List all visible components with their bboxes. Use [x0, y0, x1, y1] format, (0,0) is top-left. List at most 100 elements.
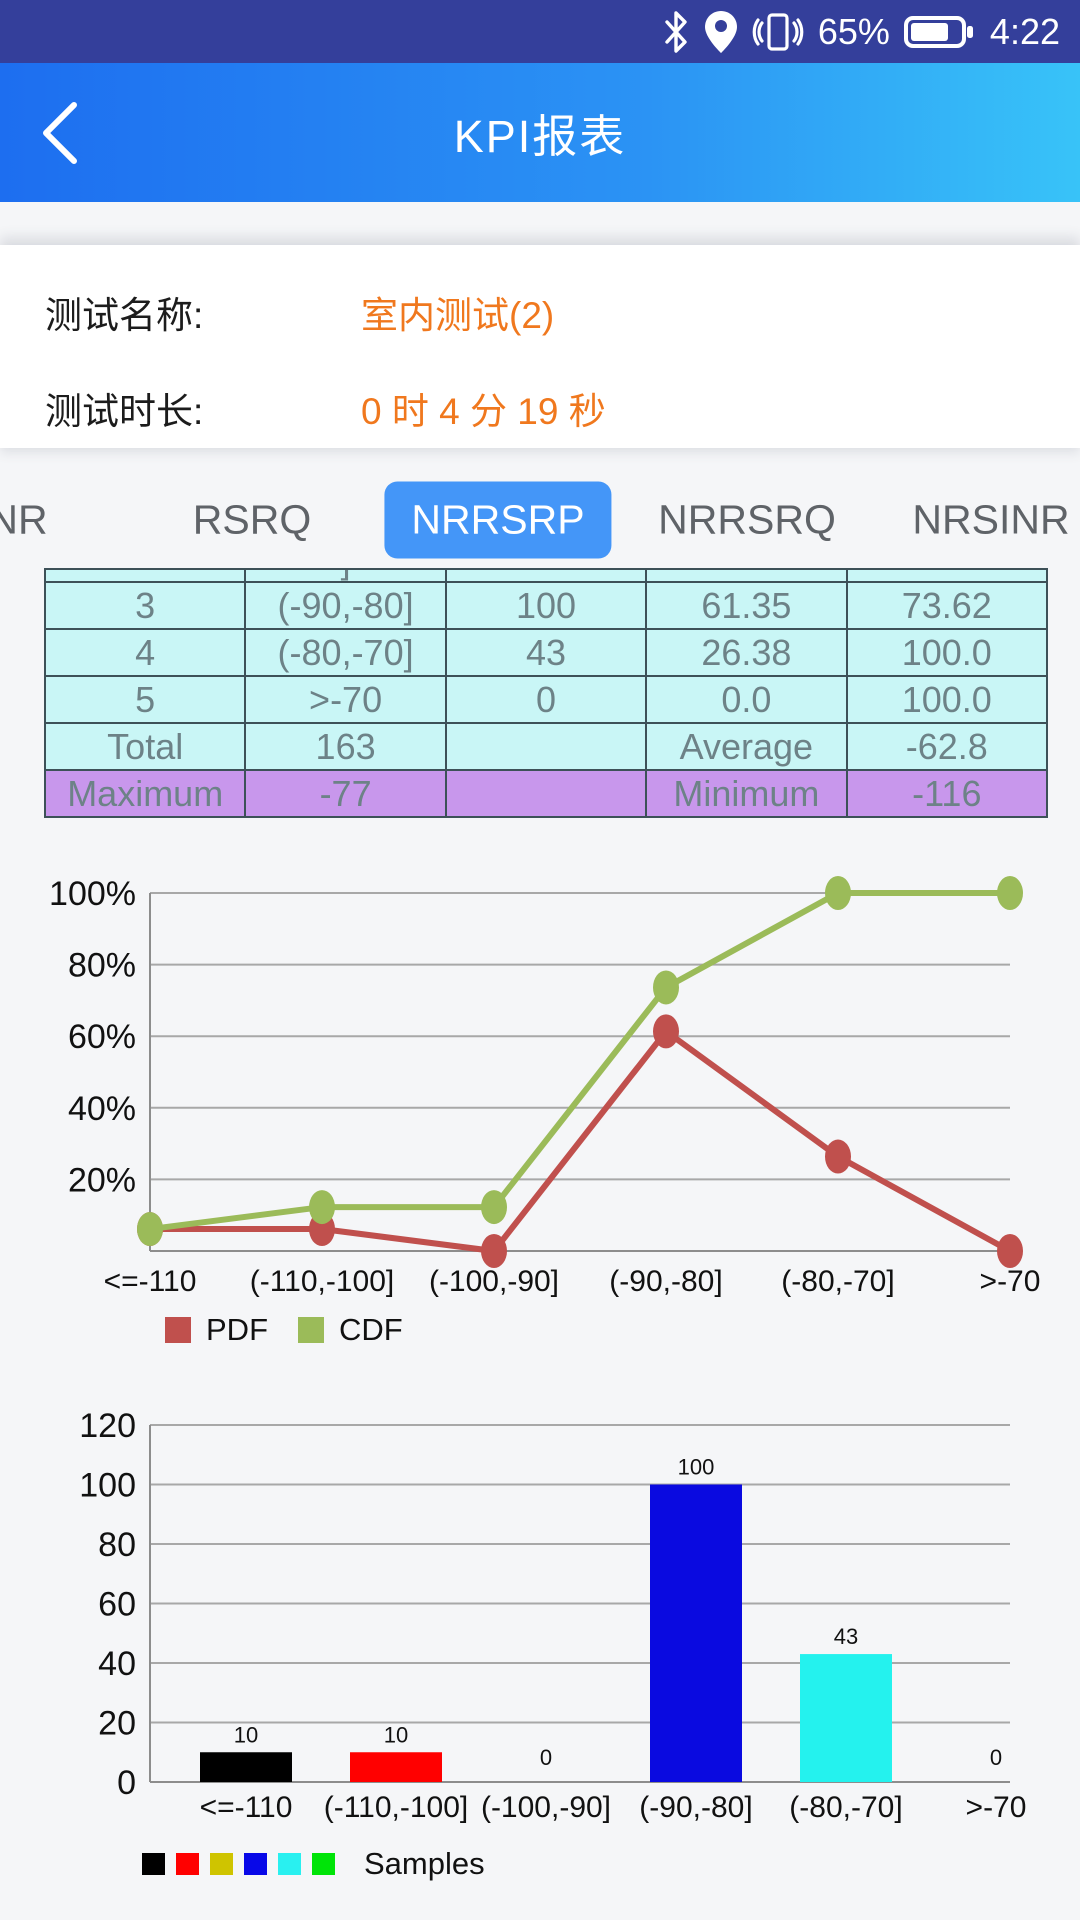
clock: 4:22 [989, 10, 1060, 52]
samples-swatch-4 [244, 1853, 267, 1875]
svg-text:<=-110: <=-110 [200, 1791, 293, 1824]
svg-text:(-80,-70]: (-80,-70] [781, 1265, 894, 1298]
table-cell [43, 568, 247, 583]
table-cell: 26.38 [645, 628, 848, 677]
samples-swatch-1 [142, 1853, 165, 1875]
table-cell: 3 [43, 581, 247, 630]
back-chevron-icon [43, 101, 77, 164]
svg-text:20%: 20% [68, 1161, 136, 1199]
svg-text:40%: 40% [68, 1090, 136, 1128]
bar-2 [350, 1752, 442, 1782]
pdf-legend-item: PDF [165, 1312, 268, 1348]
svg-text:100: 100 [678, 1455, 715, 1480]
table-cell [845, 568, 1049, 583]
table-cell: Maximum [43, 769, 247, 818]
svg-text:0: 0 [990, 1745, 1002, 1770]
back-button[interactable] [38, 100, 82, 166]
line-chart-svg: 20% 40% 60% 80% 100% <=-110 (-110,-100] (-100,-… [49, 875, 1041, 1298]
table-cell: 4 [43, 628, 247, 677]
table-cell: 0.0 [645, 675, 848, 724]
table-cell: 5 [43, 675, 247, 724]
pdf-cdf-line-chart: 20% 40% 60% 80% 100% <=-110 (-110,-100] (-100,-… [0, 855, 1080, 1320]
samples-swatch-2 [176, 1853, 199, 1875]
test-name-row: 测试名称: 室内测试(2) [45, 285, 554, 339]
bar-5 [800, 1654, 892, 1782]
battery-percent: 65% [817, 10, 890, 52]
tab-nrrsrq[interactable]: NRRSRQ [658, 496, 836, 543]
svg-text:(-110,-100]: (-110,-100] [324, 1791, 469, 1824]
svg-text:(-100,-90]: (-100,-90] [429, 1265, 559, 1298]
app-header: KPI报表 [0, 63, 1080, 202]
samples-legend-label: Samples [364, 1846, 485, 1881]
bar-4 [650, 1484, 742, 1782]
svg-text:>-70: >-70 [980, 1265, 1041, 1298]
tab-nr[interactable]: NR [0, 496, 48, 543]
table-cell: Average [645, 722, 848, 771]
pdf-legend-label: PDF [206, 1312, 268, 1347]
table-cell: ] [244, 568, 447, 583]
samples-swatch-6 [312, 1853, 335, 1875]
svg-text:80: 80 [98, 1526, 136, 1564]
svg-text:20: 20 [98, 1705, 136, 1743]
samples-bar-chart: 0 20 40 60 80 100 120 10 10 0 100 43 0 <=-110 (-110,-1… [0, 1405, 1080, 1865]
svg-text:0: 0 [117, 1764, 136, 1802]
table-row: 5 >-70 0 0.0 100.0 [43, 675, 1049, 724]
table-row: 4 (-80,-70] 43 26.38 100.0 [43, 628, 1049, 677]
table-cell: 0 [444, 675, 648, 724]
bar-1 [200, 1752, 292, 1782]
tab-nrrsrp[interactable]: NRRSRP [384, 481, 612, 559]
table-cell: Minimum [645, 769, 848, 818]
cdf-legend-label: CDF [339, 1312, 403, 1347]
table-cell: >-70 [244, 675, 447, 724]
table-cell: -77 [244, 769, 447, 818]
table-cell [444, 769, 648, 818]
test-duration-value: 0 时 4 分 19 秒 [361, 391, 606, 432]
cdf-legend-swatch [298, 1317, 324, 1343]
svg-text:0: 0 [540, 1745, 552, 1770]
kpi-tab-bar: NR RSRQ NRRSRP NRRSRQ NRSINR [0, 480, 1080, 560]
pdf-series [137, 1014, 1023, 1268]
bluetooth-icon [664, 9, 690, 55]
test-info-card: 测试名称: 室内测试(2) 测试时长: 0 时 4 分 19 秒 [0, 245, 1080, 448]
bar-chart-legend: Samples [142, 1846, 485, 1882]
tab-nrsinr[interactable]: NRSINR [912, 496, 1070, 543]
table-cell: -116 [845, 769, 1049, 818]
svg-text:10: 10 [234, 1722, 258, 1747]
table-cell: 100 [444, 581, 648, 630]
svg-text:120: 120 [79, 1407, 136, 1445]
svg-text:(-100,-90]: (-100,-90] [481, 1791, 611, 1824]
samples-swatch-3 [210, 1853, 233, 1875]
table-cell: 100.0 [845, 675, 1049, 724]
table-cell: -62.8 [845, 722, 1049, 771]
svg-text:60%: 60% [68, 1018, 136, 1056]
svg-text:60: 60 [98, 1586, 136, 1624]
location-icon [704, 10, 738, 54]
table-cell [444, 568, 648, 583]
samples-swatch-5 [278, 1853, 301, 1875]
svg-text:10: 10 [384, 1722, 408, 1747]
svg-text:(-80,-70]: (-80,-70] [789, 1791, 902, 1824]
table-cell: Total [43, 722, 247, 771]
table-cell: (-90,-80] [244, 581, 447, 630]
test-duration-row: 测试时长: 0 时 4 分 19 秒 [45, 381, 606, 435]
table-cell: 100.0 [845, 628, 1049, 677]
table-row: Total 163 Average -62.8 [43, 722, 1049, 771]
svg-text:>-70: >-70 [966, 1791, 1027, 1824]
page-title: KPI报表 [453, 111, 627, 162]
svg-text:80%: 80% [68, 947, 136, 985]
pdf-legend-swatch [165, 1317, 191, 1343]
test-name-label: 测试名称: [45, 295, 204, 336]
svg-text:(-110,-100]: (-110,-100] [250, 1265, 395, 1298]
table-cell: 43 [444, 628, 648, 677]
line-chart-legend: PDF CDF [165, 1312, 403, 1348]
cdf-series [137, 876, 1023, 1247]
table-cell [645, 568, 848, 583]
svg-text:100%: 100% [49, 875, 136, 913]
svg-text:43: 43 [834, 1624, 858, 1649]
svg-text:(-90,-80]: (-90,-80] [639, 1791, 752, 1824]
table-cell: (-80,-70] [244, 628, 447, 677]
test-duration-label: 测试时长: [45, 391, 204, 432]
tab-rsrq[interactable]: RSRQ [192, 496, 312, 543]
table-cell: 163 [244, 722, 447, 771]
